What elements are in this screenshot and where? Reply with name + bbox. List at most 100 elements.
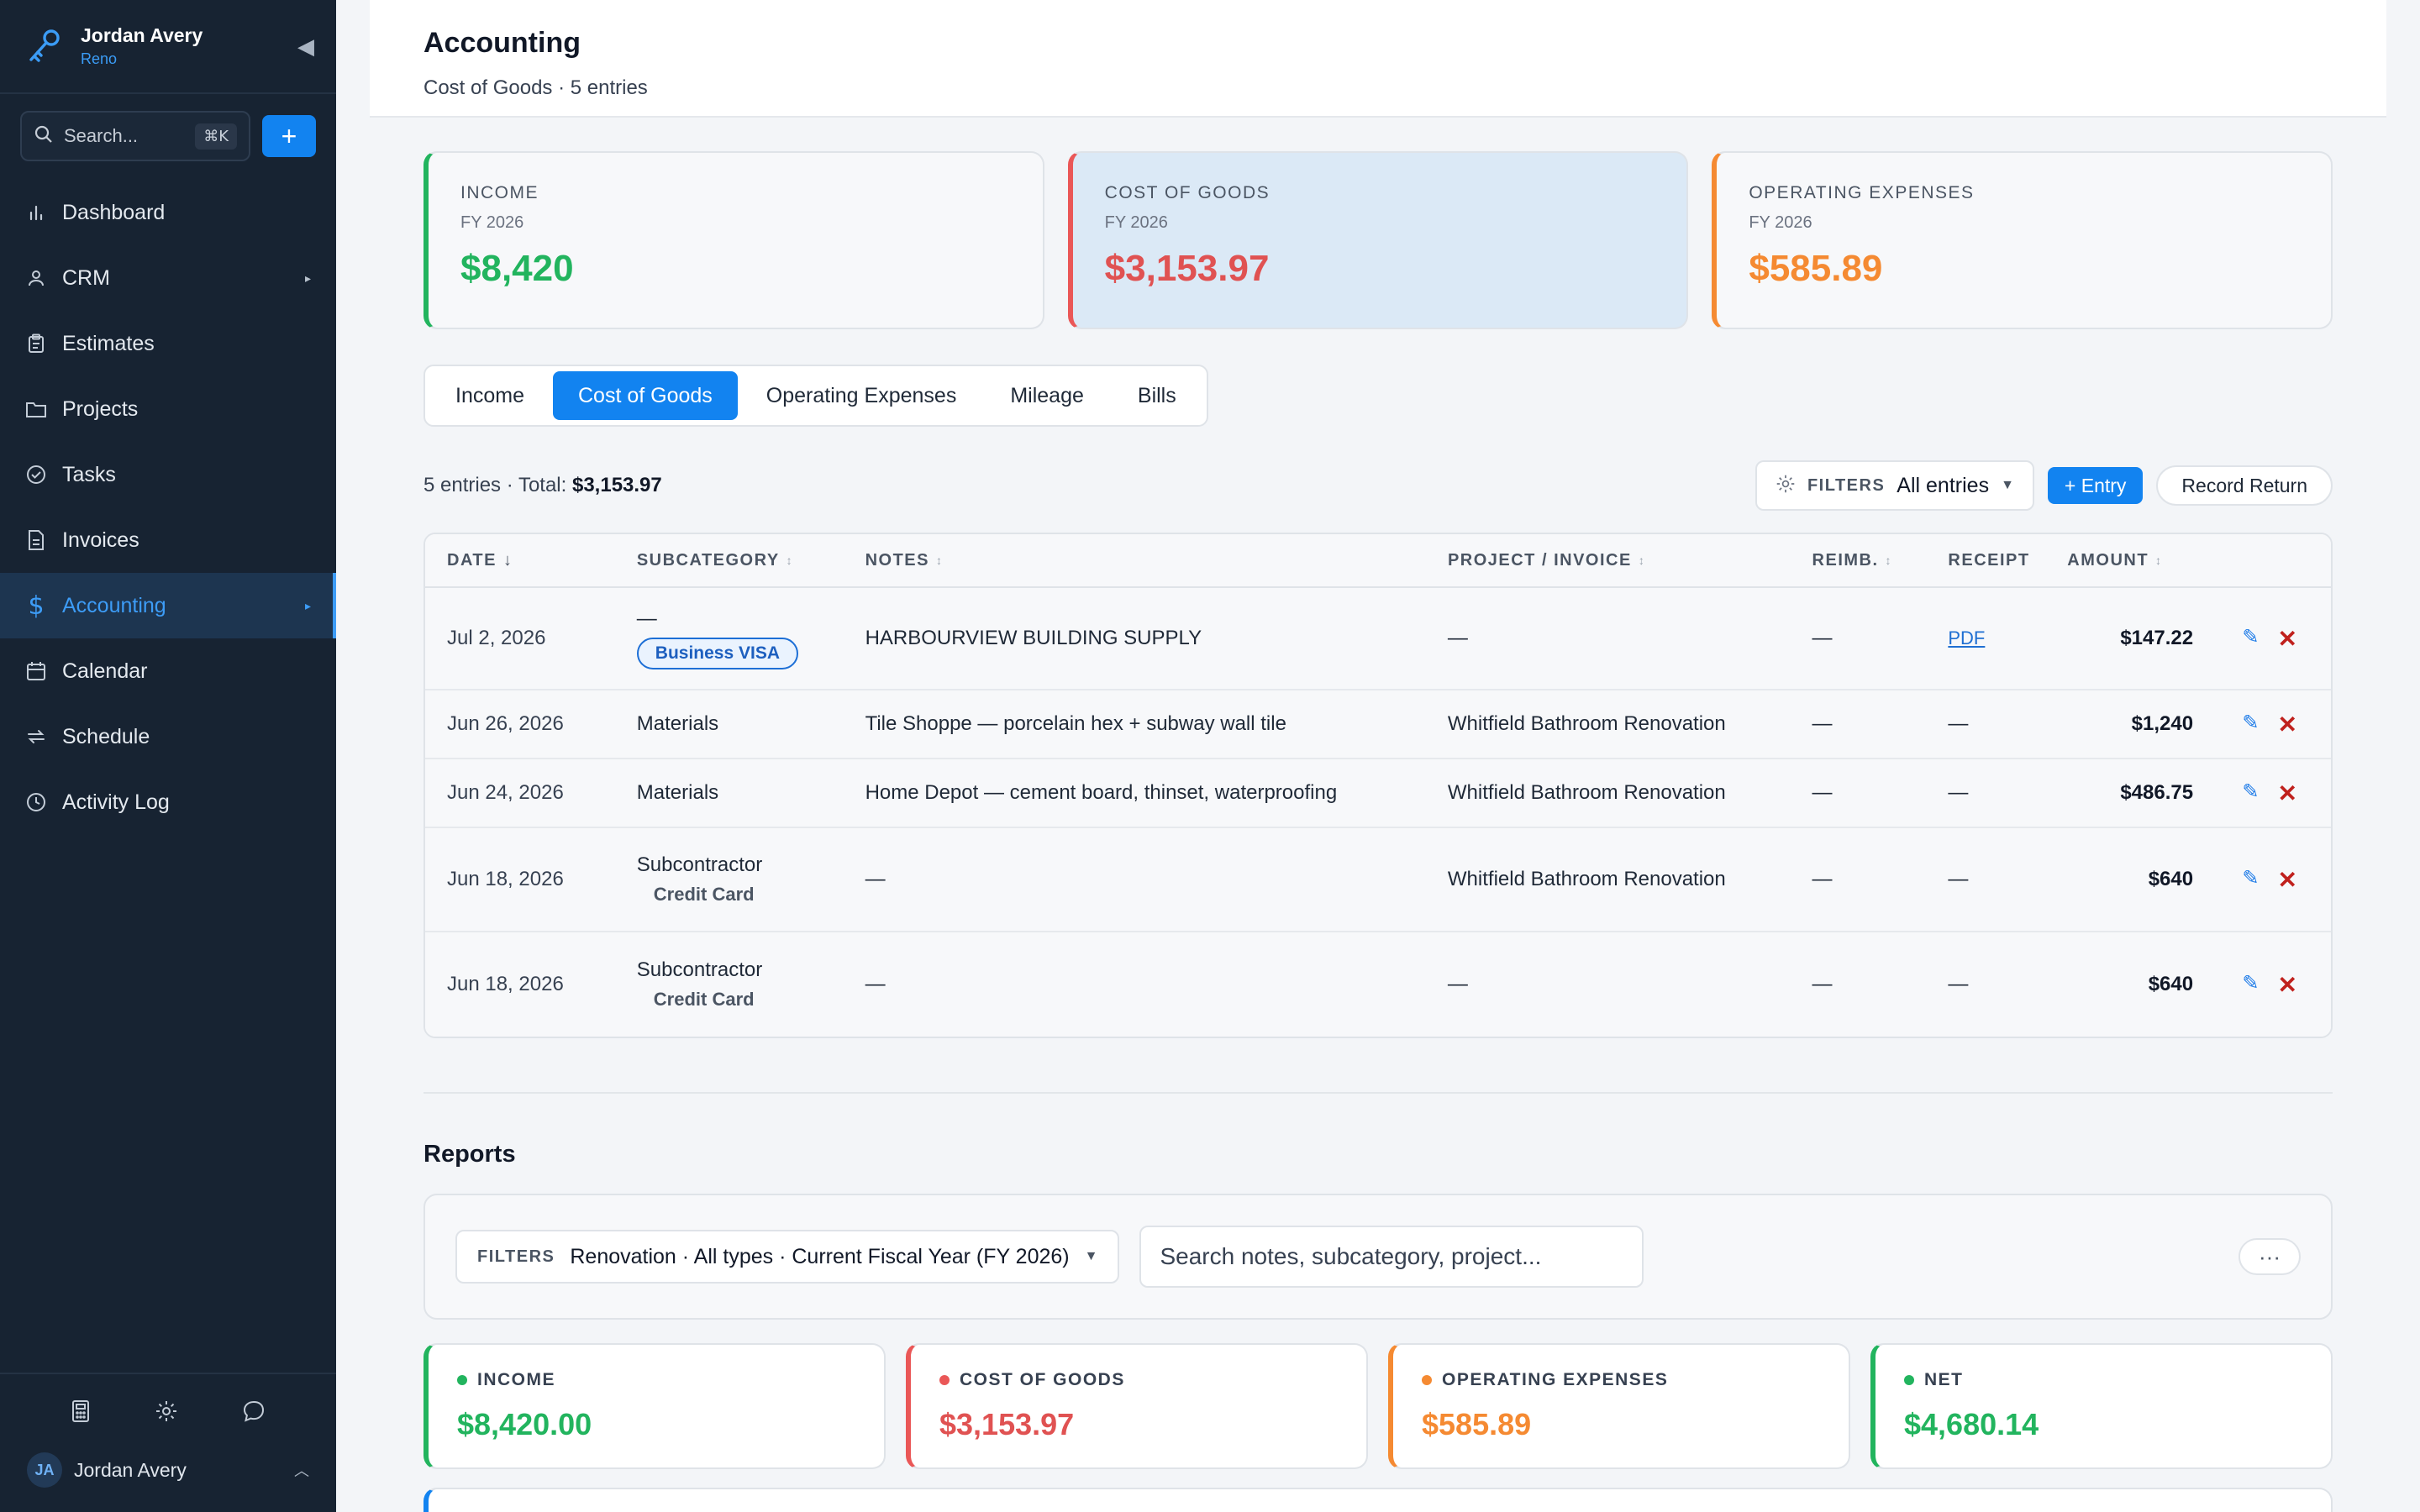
entries-table: DATE ↓ SUBCATEGORY ↕ NOTES ↕ PROJECT / INVO… xyxy=(424,533,2333,1038)
settings-gear-icon[interactable] xyxy=(155,1399,178,1427)
column-header-project[interactable]: PROJECT / INVOICE ↕ xyxy=(1447,550,1646,570)
report-kpi-value: $4,680.14 xyxy=(1904,1407,2039,1441)
sidebar-item-calendar[interactable]: Calendar xyxy=(0,638,336,704)
user-icon xyxy=(25,267,47,289)
table-row[interactable]: Jun 18, 2026 Subcontractor Credit Card —… xyxy=(425,828,2331,932)
sidebar-item-tasks[interactable]: Tasks xyxy=(0,442,336,507)
receipt-pdf-link[interactable]: PDF xyxy=(1948,627,1986,648)
edit-pencil-icon[interactable]: ✎ xyxy=(2242,711,2260,734)
reports-search-input[interactable] xyxy=(1139,1226,1644,1288)
delete-x-icon[interactable]: ✕ xyxy=(2277,711,2297,738)
cell-subcategory: Materials xyxy=(636,712,719,735)
column-header-date[interactable]: DATE ↓ xyxy=(447,550,513,570)
delete-x-icon[interactable]: ✕ xyxy=(2277,971,2297,998)
column-header-reimb[interactable]: REIMB. ↕ xyxy=(1812,550,1893,570)
cell-amount: $486.75 xyxy=(2120,781,2194,804)
table-row[interactable]: Jul 2, 2026 — Business VISA HARBOURVIEW … xyxy=(425,588,2331,690)
table-row[interactable]: Jun 18, 2026 Subcontractor Credit Card —… xyxy=(425,932,2331,1037)
collapse-sidebar-icon[interactable]: ◀ xyxy=(297,33,314,59)
sidebar-item-estimates[interactable]: Estimates xyxy=(0,311,336,376)
sidebar-item-projects[interactable]: Projects xyxy=(0,376,336,442)
edit-pencil-icon[interactable]: ✎ xyxy=(2242,866,2260,890)
subcategory-text: Subcontractor xyxy=(636,853,763,876)
cell-subcategory: Subcontractor Credit Card xyxy=(615,958,844,1011)
file-icon xyxy=(25,529,47,551)
cell-date: Jun 24, 2026 xyxy=(447,781,564,804)
bar-chart-icon xyxy=(25,202,47,223)
sort-icon: ↕ xyxy=(1638,554,1646,567)
column-header-amount[interactable]: AMOUNT ↕ xyxy=(2067,550,2163,570)
column-header-notes[interactable]: NOTES ↕ xyxy=(865,550,944,570)
report-kpi-label: NET xyxy=(1924,1370,1964,1389)
payment-method-badge: Business VISA xyxy=(636,638,799,669)
cell-reimb: — xyxy=(1812,973,1833,995)
table-row[interactable]: Jun 26, 2026 Materials Tile Shoppe — por… xyxy=(425,690,2331,759)
edit-pencil-icon[interactable]: ✎ xyxy=(2242,780,2260,803)
cell-actions: ✎ ✕ xyxy=(2193,780,2331,807)
cell-subcategory: — Business VISA xyxy=(615,607,844,669)
tab-income[interactable]: Income xyxy=(455,383,524,407)
sidebar: Jordan Avery Reno ◀ Search... ⌘K + Dashb… xyxy=(0,0,336,1512)
edit-pencil-icon[interactable]: ✎ xyxy=(2242,971,2260,995)
table-row[interactable]: Jun 24, 2026 Materials Home Depot — ceme… xyxy=(425,759,2331,828)
quick-add-button[interactable]: + xyxy=(262,115,316,157)
tab-cost-of-goods[interactable]: Cost of Goods xyxy=(552,371,738,420)
report-kpi-label: INCOME xyxy=(477,1370,555,1389)
account-name: Jordan Avery xyxy=(74,1458,187,1481)
cell-date: Jun 18, 2026 xyxy=(447,973,564,995)
sidebar-item-crm[interactable]: CRM ▸ xyxy=(0,245,336,311)
report-kpi-income[interactable]: INCOME $8,420.00 xyxy=(424,1343,886,1469)
sidebar-user-location: Reno xyxy=(81,50,118,67)
sidebar-item-schedule[interactable]: Schedule xyxy=(0,704,336,769)
chevron-down-icon: ▼ xyxy=(2001,478,2014,492)
subcategory-text: — xyxy=(636,607,657,630)
search-icon xyxy=(34,124,54,149)
sidebar-search[interactable]: Search... ⌘K xyxy=(20,111,250,161)
cell-subcategory: Subcontractor Credit Card xyxy=(615,853,844,906)
delete-x-icon[interactable]: ✕ xyxy=(2277,780,2297,806)
report-kpi-cost-of-goods[interactable]: COST OF GOODS $3,153.97 xyxy=(906,1343,1368,1469)
kpi-value: $3,153.97 xyxy=(1104,248,1270,289)
chevron-right-icon: ▸ xyxy=(304,598,311,612)
column-header-subcategory[interactable]: SUBCATEGORY ↕ xyxy=(636,550,794,570)
account-menu[interactable]: JA Jordan Avery ︿ xyxy=(0,1452,336,1488)
accounting-tabs: Income Cost of Goods Operating Expenses … xyxy=(424,365,1208,427)
entries-total: $3,153.97 xyxy=(571,474,662,496)
add-entry-button[interactable]: + Entry xyxy=(2047,467,2144,504)
repeat-icon xyxy=(25,726,47,748)
record-return-button[interactable]: Record Return xyxy=(2156,465,2333,506)
kpi-card-cost-of-goods[interactable]: COST OF GOODS FY 2026 $3,153.97 xyxy=(1067,151,1689,329)
chat-bubble-icon[interactable] xyxy=(242,1399,266,1427)
list-toolbar: 5 entries · Total: $3,153.97 FILTERS All… xyxy=(424,460,2333,511)
sidebar-item-invoices[interactable]: Invoices xyxy=(0,507,336,573)
cell-amount: $147.22 xyxy=(2120,627,2194,649)
entries-filter-dropdown[interactable]: FILTERS All entries ▼ xyxy=(1754,460,2034,511)
cell-notes: Tile Shoppe — porcelain hex + subway wal… xyxy=(865,712,1286,735)
reports-filter-dropdown[interactable]: FILTERS Renovation · All types · Current… xyxy=(455,1230,1120,1284)
cell-actions: ✎ ✕ xyxy=(2193,866,2331,894)
report-kpi-operating-expenses[interactable]: OPERATING EXPENSES $585.89 xyxy=(1388,1343,1850,1469)
cell-project: — xyxy=(1447,973,1468,995)
edit-pencil-icon[interactable]: ✎ xyxy=(2242,625,2260,648)
reports-filter-bar: FILTERS Renovation · All types · Current… xyxy=(424,1194,2333,1320)
sidebar-item-dashboard[interactable]: Dashboard xyxy=(0,180,336,245)
sort-icon: ↕ xyxy=(786,554,794,567)
tab-operating-expenses[interactable]: Operating Expenses xyxy=(765,383,957,407)
delete-x-icon[interactable]: ✕ xyxy=(2277,625,2297,652)
report-kpi-net[interactable]: NET $4,680.14 xyxy=(1870,1343,2333,1469)
report-kpi-label: OPERATING EXPENSES xyxy=(1442,1370,1669,1389)
kpi-card-operating-expenses[interactable]: OPERATING EXPENSES FY 2026 $585.89 xyxy=(1712,151,2333,329)
tab-bills[interactable]: Bills xyxy=(1137,383,1176,407)
delete-x-icon[interactable]: ✕ xyxy=(2277,866,2297,893)
key-logo-icon xyxy=(22,24,67,69)
more-options-button[interactable]: ··· xyxy=(2238,1238,2301,1275)
calculator-icon[interactable] xyxy=(71,1399,91,1427)
report-kpi-value: $8,420.00 xyxy=(457,1407,592,1441)
report-kpi-value: $3,153.97 xyxy=(939,1407,1075,1441)
sidebar-item-accounting[interactable]: $ Accounting ▸ xyxy=(0,573,336,638)
kpi-card-income[interactable]: INCOME FY 2026 $8,420 xyxy=(424,151,1044,329)
kpi-period: FY 2026 xyxy=(1104,213,1168,232)
tab-mileage[interactable]: Mileage xyxy=(1010,383,1084,407)
sidebar-item-activity-log[interactable]: Activity Log xyxy=(0,769,336,835)
sidebar-item-label: Projects xyxy=(62,396,139,421)
